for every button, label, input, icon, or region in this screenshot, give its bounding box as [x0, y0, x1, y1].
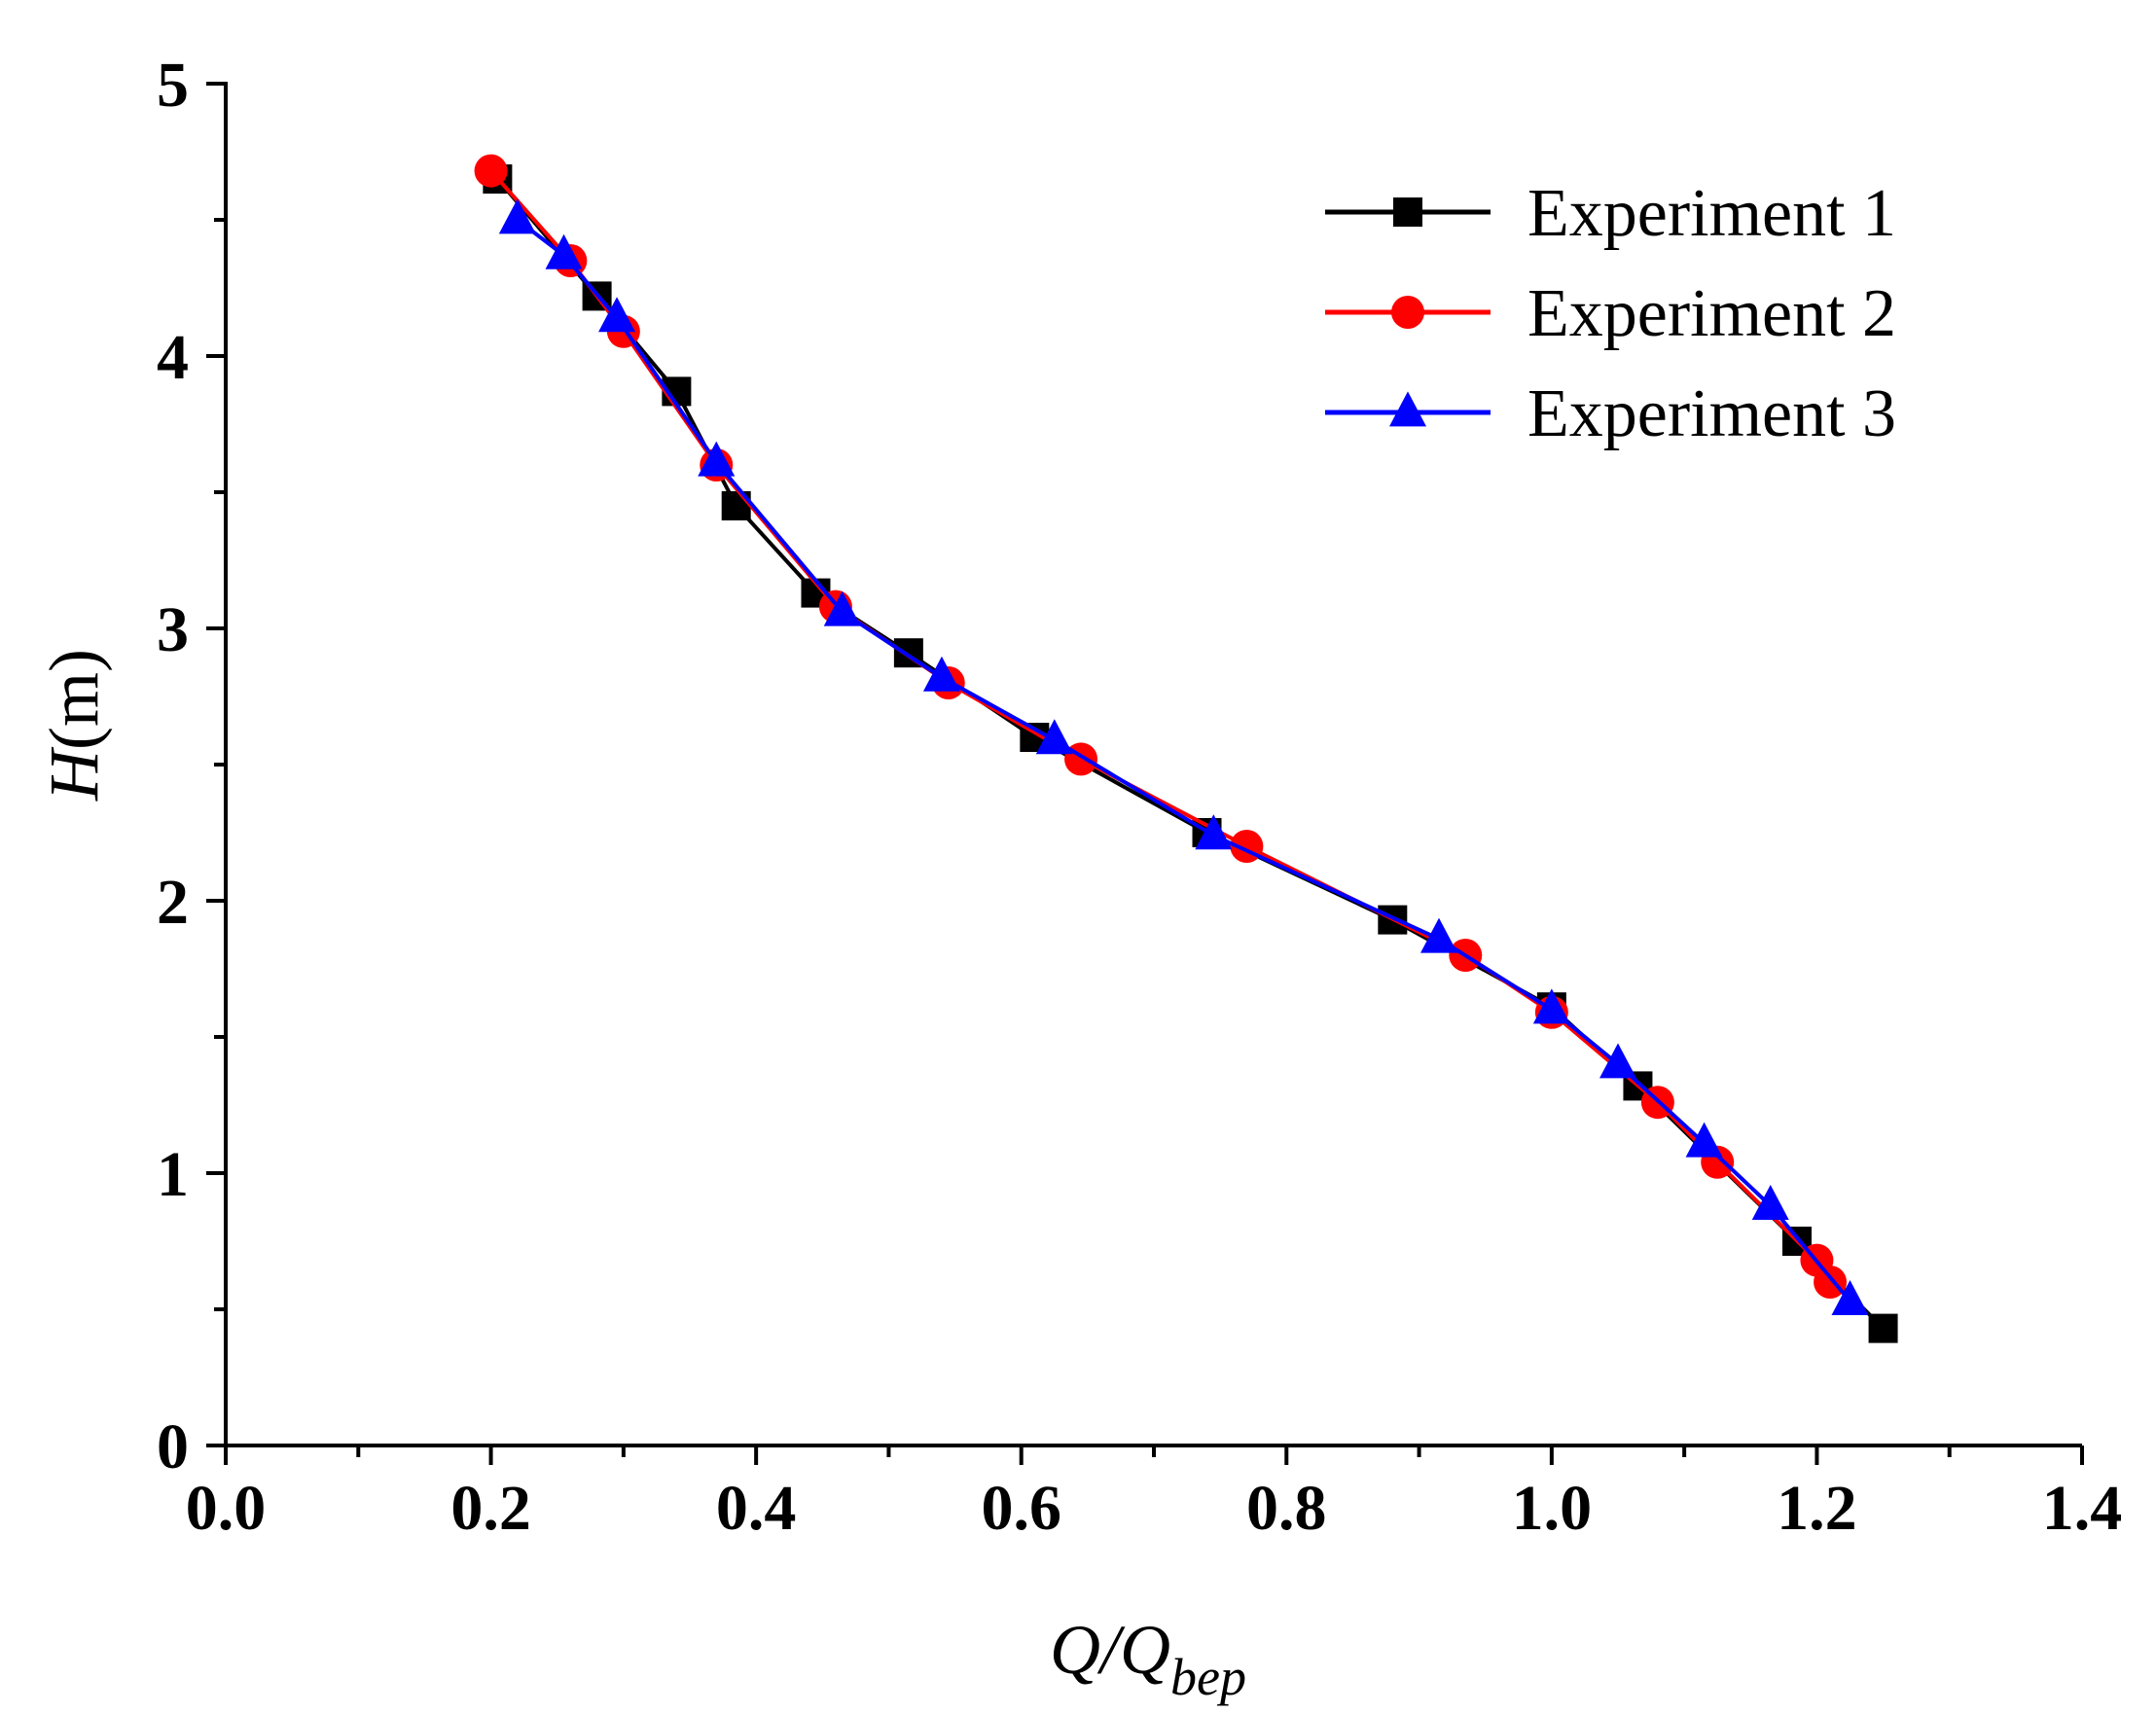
- y-tick-label: 2: [157, 867, 189, 938]
- legend: Experiment 1 Experiment 2 Experiment 3: [1325, 176, 1896, 451]
- series-3-point: [823, 590, 861, 626]
- x-tick-label: 0.0: [186, 1473, 267, 1544]
- legend-item-2: Experiment 2: [1325, 276, 1896, 351]
- y-tick-label: 1: [157, 1139, 189, 1210]
- y-axis-title-symbol: H: [35, 746, 113, 802]
- series-3-point: [1035, 719, 1073, 755]
- series-2-point: [474, 154, 508, 188]
- plot-area: [474, 154, 1898, 1343]
- axes: 0.0 0.2 0.4 0.6 0.8 1.0 1.2 1.4 0 1 2 3 4 5: [157, 50, 2122, 1544]
- series-3-point: [698, 441, 736, 477]
- y-axis-title: H(m): [35, 649, 113, 802]
- y-tick-label: 4: [157, 322, 189, 393]
- series-3-point: [1599, 1043, 1636, 1079]
- x-tick-label: 1.4: [2042, 1473, 2123, 1544]
- legend-swatch-marker: [1391, 296, 1424, 329]
- series-3-point: [1195, 814, 1233, 850]
- y-axis-title-unit: (m): [35, 649, 113, 750]
- x-tick-label: 1.0: [1512, 1473, 1593, 1544]
- series-3-point: [1532, 988, 1570, 1024]
- series-3-point: [1751, 1185, 1789, 1220]
- y-tick-label: 0: [157, 1411, 189, 1482]
- legend-item-3: Experiment 3: [1325, 376, 1896, 451]
- series-3-point: [1685, 1122, 1723, 1158]
- series-3: [498, 198, 1869, 1315]
- legend-label: Experiment 2: [1527, 276, 1896, 351]
- series-3-point: [1420, 917, 1458, 953]
- legend-label: Experiment 3: [1527, 376, 1896, 451]
- x-tick-label: 0.6: [981, 1473, 1061, 1544]
- x-axis-title-subscript: bep: [1170, 1648, 1246, 1706]
- legend-swatch-marker: [1393, 197, 1422, 227]
- legend-swatch-marker: [1389, 391, 1426, 427]
- series-2-point: [1814, 1266, 1848, 1299]
- series-3-point: [545, 233, 583, 269]
- series-1-point: [1868, 1313, 1898, 1343]
- x-axis-title: Q/Qbep: [1050, 1611, 1246, 1706]
- series-3-line: [516, 218, 1852, 1303]
- series-3-point: [1831, 1280, 1869, 1315]
- legend-label: Experiment 1: [1527, 176, 1896, 251]
- x-tick-label: 0.2: [450, 1473, 531, 1544]
- series-3-point: [498, 198, 536, 234]
- x-tick-label: 0.4: [716, 1473, 797, 1544]
- series-3-point: [598, 297, 636, 333]
- x-axis-title-main: Q/Q: [1050, 1611, 1170, 1689]
- x-tick-label: 0.8: [1246, 1473, 1327, 1544]
- y-tick-label: 5: [157, 50, 189, 121]
- legend-item-1: Experiment 1: [1325, 176, 1896, 251]
- y-tick-label: 3: [157, 594, 189, 665]
- x-tick-label: 1.2: [1777, 1473, 1857, 1544]
- series-1-line: [495, 177, 1885, 1331]
- series-3-point: [922, 656, 960, 692]
